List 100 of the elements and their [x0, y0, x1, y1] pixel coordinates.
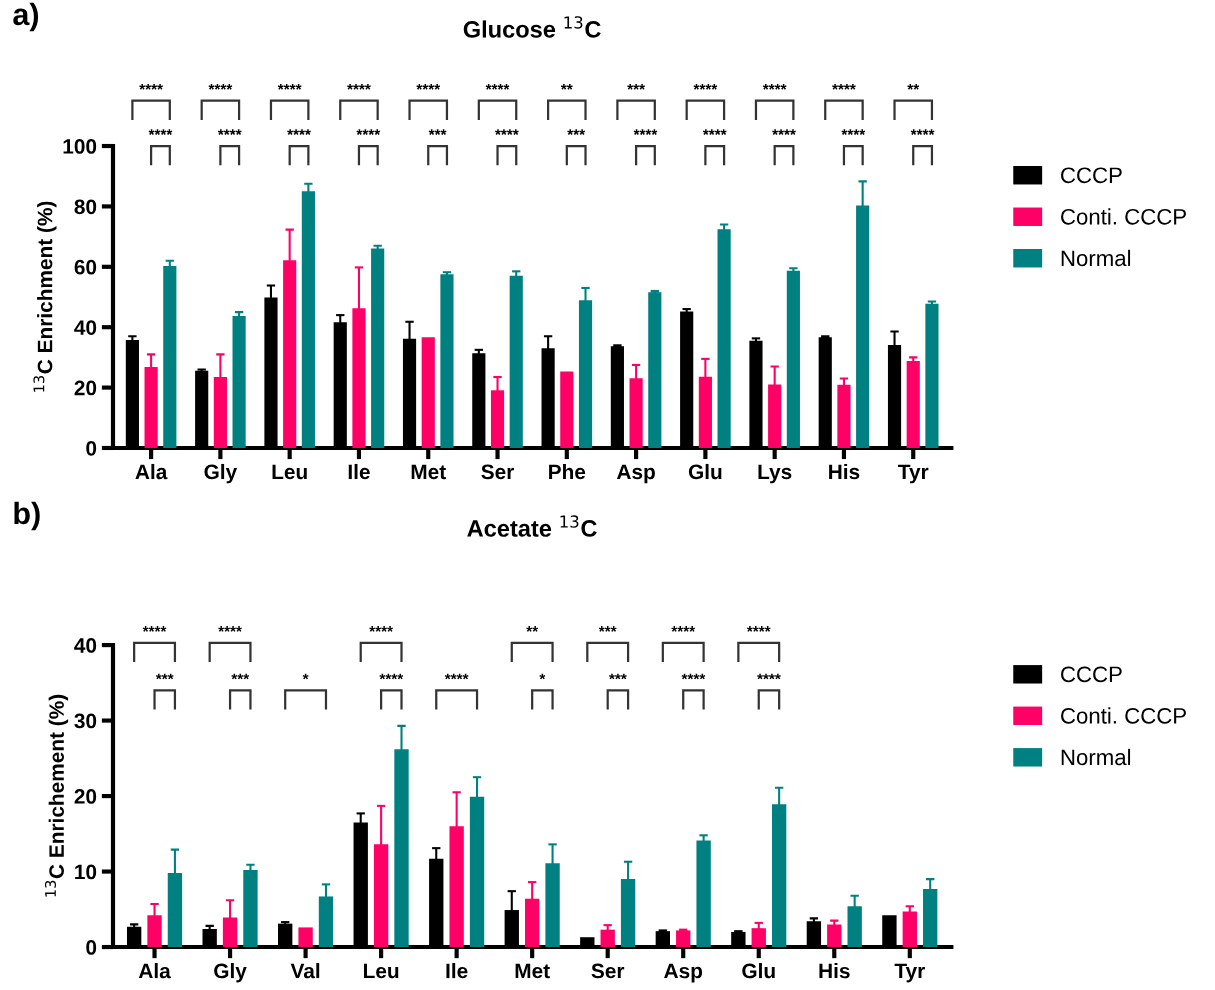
bar — [232, 316, 246, 448]
bar — [371, 248, 385, 448]
annotation: * — [539, 673, 546, 680]
text: *** — [428, 129, 447, 136]
bar — [163, 265, 177, 448]
bar — [509, 275, 523, 448]
bar — [717, 229, 731, 448]
text: **** — [369, 626, 393, 632]
y-tick-label: 40 — [74, 638, 97, 653]
x-tick-label: Met — [411, 464, 446, 480]
x-tick-label: Tyr — [894, 963, 925, 983]
x-tick-label: Ile — [348, 463, 370, 480]
x-tick-label: Asp — [616, 464, 655, 484]
x-tick-label: Glu — [742, 963, 775, 979]
y-tick-label: 30 — [74, 713, 97, 729]
x-tick-label: Ala — [138, 963, 171, 979]
x-tick-label: Lys — [758, 464, 792, 484]
text: **** — [416, 84, 441, 90]
y-tick-label: 100 — [63, 139, 97, 154]
bar — [696, 840, 711, 948]
bar — [906, 361, 920, 448]
y-tick-label: 20 — [74, 789, 97, 804]
y-axis-title: $^{13}$C Enrichement (%) — [44, 694, 69, 897]
text: ** — [560, 84, 573, 90]
text: **** — [347, 84, 371, 90]
legend-label: Conti. CCCP — [1061, 208, 1186, 225]
bar — [560, 371, 574, 448]
bar — [421, 337, 435, 448]
text: **** — [218, 626, 242, 632]
bar — [751, 928, 766, 948]
bar — [440, 274, 454, 448]
annotation: *** — [155, 673, 174, 680]
text: **** — [832, 84, 856, 90]
text: ** — [526, 626, 539, 632]
legend-label: Conti. CCCP — [1061, 707, 1186, 724]
text: **** — [217, 129, 242, 136]
x-tick-label: His — [829, 463, 860, 480]
legend-label: CCCP — [1061, 167, 1122, 184]
y-tick-label: 60 — [74, 259, 97, 275]
x-tick-label: Ile — [446, 963, 468, 979]
annotation: *** — [609, 673, 627, 680]
bar — [676, 930, 691, 948]
annotation: **** — [757, 673, 781, 680]
annotation: **** — [444, 673, 469, 680]
text: **** — [142, 626, 167, 632]
bar — [837, 384, 851, 448]
bar — [648, 292, 662, 448]
text: b) — [14, 501, 40, 531]
text: **** — [772, 129, 796, 136]
legend-label: CCCP — [1061, 666, 1122, 683]
text: **** — [633, 129, 658, 136]
text: **** — [746, 626, 771, 632]
x-tick-label: Leu — [272, 464, 307, 480]
text: **** — [671, 626, 696, 632]
legend-label: Normal — [1061, 249, 1131, 267]
text: *** — [598, 626, 617, 632]
annotation: **** — [379, 673, 404, 680]
annotation: **** — [681, 673, 706, 680]
x-tick-label: Asp — [664, 963, 703, 983]
bar — [600, 929, 615, 948]
bar — [902, 911, 917, 948]
annotation: * — [302, 673, 309, 680]
x-tick-label: Ser — [481, 464, 515, 480]
y-tick-label: 80 — [74, 199, 97, 215]
bar — [925, 303, 939, 448]
x-tick-label: Phe — [549, 463, 586, 480]
x-tick-label: Gly — [214, 963, 247, 983]
x-tick-label: Met — [515, 963, 550, 979]
text: **** — [485, 84, 510, 90]
text: a) — [13, 2, 39, 32]
text: **** — [762, 84, 787, 90]
x-tick-label: Gly — [204, 463, 238, 484]
bar — [243, 870, 258, 948]
chart-title: Acetate $^{13}$C — [467, 515, 597, 537]
text: **** — [277, 84, 302, 90]
y-tick-label: 0 — [86, 940, 97, 955]
x-tick-label: Glu — [688, 463, 722, 480]
legend-label: Normal — [1061, 748, 1131, 766]
bar — [298, 927, 313, 948]
x-tick-label: His — [819, 963, 850, 979]
x-tick-label: Val — [290, 963, 320, 979]
text: **** — [139, 84, 163, 90]
bar — [786, 270, 800, 448]
y-axis-title: $^{13}$C Enrichment (%) — [33, 201, 57, 392]
chart-title: Glucose $^{13}$C — [463, 16, 601, 38]
annotation: *** — [231, 673, 250, 680]
x-tick-label: Leu — [363, 963, 399, 979]
text: **** — [148, 129, 173, 136]
text: *** — [627, 84, 645, 90]
text: **** — [841, 129, 866, 136]
y-tick-label: 40 — [74, 320, 97, 335]
bar — [827, 924, 842, 948]
x-tick-label: Tyr — [898, 464, 929, 484]
text: **** — [208, 84, 233, 90]
x-tick-label: Ser — [591, 963, 625, 979]
text: ** — [907, 84, 920, 90]
text: *** — [567, 129, 586, 136]
y-tick-label: 10 — [75, 864, 97, 880]
text: **** — [495, 129, 519, 136]
text: **** — [702, 129, 727, 136]
